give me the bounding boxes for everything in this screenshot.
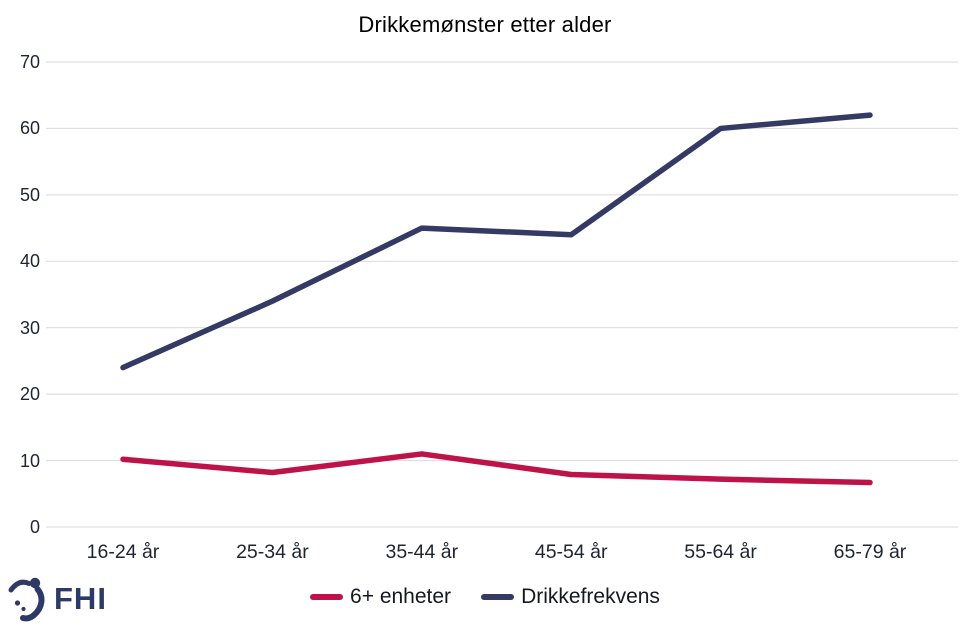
x-tick-label: 35-44 år [385,541,459,563]
x-tick-label: 65-79 år [833,541,907,563]
plot-svg [46,61,958,528]
series-line-drikkefrekvens [120,112,873,371]
legend-item: 6+ enheter [310,585,451,609]
y-tick-label: 60 [19,118,40,139]
x-tick-label: 45-54 år [534,541,608,563]
chart-title: Drikkemønster etter alder [358,12,612,37]
x-tick-label: 25-34 år [236,541,309,563]
fhi-logo-mark [8,577,45,622]
y-tick-label: 10 [19,450,40,471]
y-tick-label: 0 [29,517,40,537]
legend-label: Drikkefrekvens [521,585,660,608]
y-tick-label: 40 [19,251,40,272]
legend-label: 6+ enheter [350,585,452,608]
y-tick-label: 70 [19,52,40,72]
y-tick-label: 30 [19,317,40,338]
fhi-logo: FHI [8,576,107,622]
y-tick-label: 50 [19,184,40,205]
legend-swatch [481,594,515,600]
series-line-6-enheter [120,451,873,486]
y-tick-label: 20 [19,384,40,405]
legend-item: Drikkefrekvens [481,585,660,609]
fhi-logo-text: FHI [54,581,107,616]
x-tick-label: 55-64 år [684,541,757,563]
x-tick-label: 16-24 år [86,541,160,563]
legend-swatch [310,594,344,600]
legend: 6+ enheter Drikkefrekvens [0,585,970,609]
